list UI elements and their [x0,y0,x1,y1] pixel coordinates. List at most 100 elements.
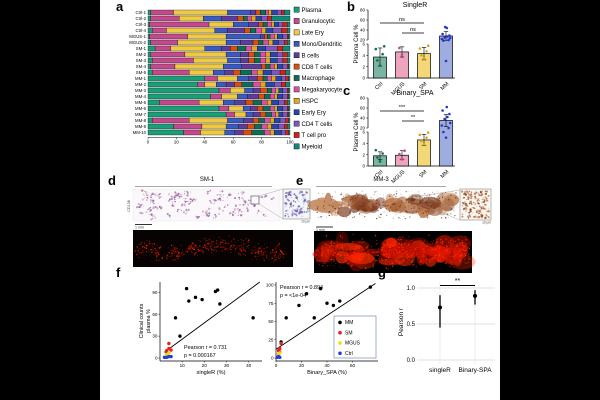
svg-text:B cells: B cells [302,53,320,59]
svg-text:30: 30 [152,334,158,339]
svg-text:20: 20 [360,126,366,131]
bar-segment [277,51,284,58]
svg-text:SM-2: SM-2 [136,52,147,57]
legend-swatch [293,41,300,47]
bar-segment [221,93,238,100]
bar-segment [150,9,174,16]
scatter-point-SM [169,348,173,352]
scatter-point-MM [193,295,198,300]
bar-segment [254,123,262,130]
bar-segment [173,9,228,16]
bar-segment [240,69,252,76]
panel-a-legend: Plasma Granulocytic Late Ery Mono/Dendritic… [293,6,343,151]
scatter-point-MM [215,288,220,292]
bar-segment [152,57,194,64]
bar-segment [227,117,244,124]
bar-segment [208,21,234,28]
bar-segment [184,51,227,58]
bar-segment [288,105,291,112]
bar-segment [149,33,188,40]
scatter-point-MM [318,286,323,291]
bar-segment [189,69,214,76]
bar-segment [233,21,249,28]
bar-segment [262,39,269,46]
svg-text:40: 40 [246,363,252,368]
bar-segment [224,129,235,136]
svg-text:Ctrl-2: Ctrl-2 [135,16,146,21]
bar-segment [271,9,278,16]
bar-segment [274,33,278,40]
bar-segment [257,105,264,112]
scatter-point-MM [178,334,182,338]
scatter-point-MM [312,316,316,320]
bar-segment [152,117,190,124]
bar-segment [282,21,288,28]
bar-segment [224,69,234,76]
bar-segment [287,51,291,58]
bar-segment [150,39,178,46]
bar-segment [245,99,254,106]
bar-segment [264,117,271,124]
bar-segment [214,27,228,34]
bar-segment [147,87,220,94]
svg-text:80: 80 [259,140,264,145]
bar-segment [285,75,289,82]
bar-segment [274,81,282,88]
panel-f-scatter-plots: Clinical counts plasma % 0 30 60 90 10 20 30 40 si… [139,281,378,376]
bar-segment [287,33,289,40]
svg-text:MM: MM [345,320,353,326]
scatter-point-SM [167,341,171,346]
bar-segment [233,69,241,76]
bar-segment [281,129,286,136]
bar-segment [260,51,267,58]
svg-text:p = 0.000167: p = 0.000167 [184,353,216,359]
legend-swatch [293,97,300,104]
scatter-point-MM [325,301,329,305]
bar-segment [225,39,241,46]
bar-segment [265,57,271,64]
bar-segment [245,111,254,118]
bar-segment [247,93,259,100]
bar-segment [238,123,248,130]
bar-segment [197,81,205,88]
bar-segment [277,9,282,16]
bar-segment [237,93,248,100]
svg-text:CD8 T cells: CD8 T cells [302,65,333,71]
svg-text:MGUS: MGUS [345,341,361,347]
bar-segment [152,69,190,76]
bar-segment [278,111,284,118]
svg-text:Late Ery: Late Ery [302,31,324,37]
svg-text:Pearson r: Pearson r [398,307,405,336]
bar-segment [173,123,203,130]
bar-segment [267,33,271,40]
bar-segment [261,27,267,34]
bar-segment [247,15,252,22]
bar-segment [147,69,153,76]
svg-text:20: 20 [174,140,179,145]
figure-page: a b c d e f g SingleR Binary_SPA SM-1 MM… [100,0,500,400]
bar-segment [147,93,211,100]
scatter-point-MM [368,285,373,289]
bar-segment [154,45,171,52]
bar-segment [225,51,241,58]
svg-text:MGUS-2: MGUS-2 [129,40,146,45]
svg-text:MGUS-1: MGUS-1 [129,34,146,39]
scatter-point-SM [279,341,283,346]
bar-segment [248,57,255,64]
bar-segment [150,63,176,70]
bar-segment [254,51,261,58]
bar-segment [287,27,291,34]
bar-segment [147,45,156,52]
svg-text:singleR: singleR [429,367,451,374]
svg-text:ns: ns [410,27,416,33]
svg-text:p = <1e-04: p = <1e-04 [280,293,306,299]
scatter-point-MM [297,303,301,308]
svg-text:50: 50 [268,319,274,324]
bar-segment [262,105,271,112]
legend-swatch [293,75,300,81]
svg-text:0: 0 [275,363,278,368]
bar-segment [265,45,278,52]
panel-e-letter: e [296,173,304,188]
bar-segment [274,21,279,28]
svg-text:20: 20 [202,363,208,368]
